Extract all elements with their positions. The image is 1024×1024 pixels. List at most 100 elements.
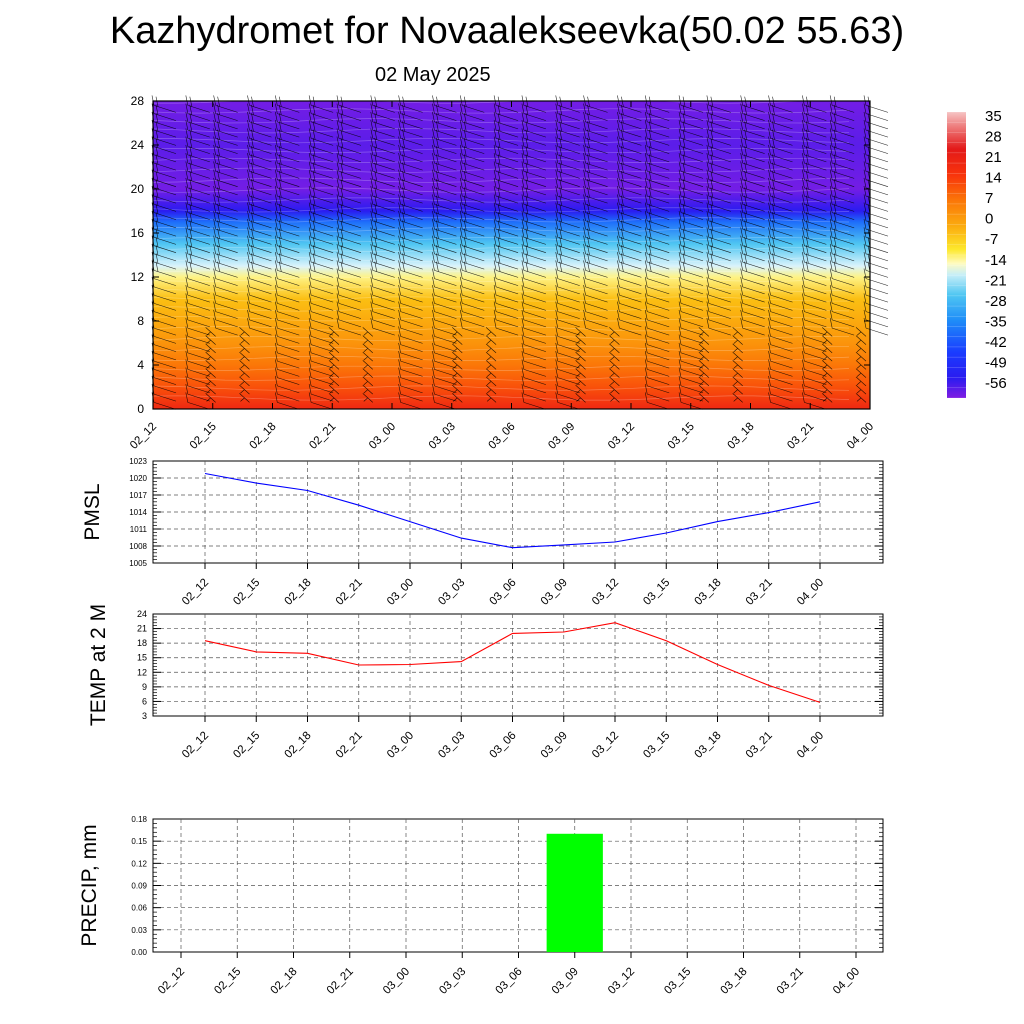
- wind-barb: [555, 111, 580, 130]
- wind-barb: [644, 359, 670, 377]
- wind-barb: [521, 177, 547, 196]
- wind-barb: [247, 186, 272, 204]
- y-tick-label: 4: [137, 358, 144, 372]
- wind-barb: [740, 177, 765, 196]
- y-tick-label: 24: [137, 609, 147, 619]
- wind-barb: [336, 202, 362, 220]
- wind-barb: [336, 169, 362, 187]
- wind-barb: [617, 318, 642, 336]
- wind-barb: [521, 384, 547, 402]
- x-tick-label: 03_09: [546, 421, 577, 452]
- wind-barb: [275, 309, 300, 328]
- wind-barb: [609, 343, 620, 354]
- wind-barb: [617, 309, 642, 328]
- wind-barb: [239, 351, 250, 362]
- wind-barb: [432, 260, 457, 278]
- wind-barb: [678, 367, 704, 385]
- wind-barb: [336, 301, 362, 319]
- wind-barb: [521, 243, 547, 262]
- wind-barb: [247, 103, 272, 121]
- wind-barb: [555, 260, 580, 278]
- series-line: [204, 472, 821, 549]
- wind-barb: [336, 227, 362, 245]
- wind-barb: [583, 301, 608, 319]
- x-tick-label: 03_15: [641, 730, 672, 761]
- wind-barb: [205, 351, 216, 362]
- y-tick-label: 0.15: [131, 837, 147, 846]
- wind-barb: [855, 335, 867, 345]
- wind-barb: [583, 276, 608, 295]
- wind-barb: [609, 393, 620, 403]
- wind-barb: [521, 210, 547, 229]
- wind-barb: [370, 252, 395, 270]
- wind-barb: [185, 268, 210, 286]
- wind-barb: [185, 392, 210, 410]
- wind-barb: [521, 392, 547, 410]
- wind-barb: [521, 276, 547, 295]
- colorbar-label: 7: [985, 190, 993, 207]
- wind-barb: [493, 318, 519, 336]
- wind-barb: [485, 327, 497, 337]
- wind-barb: [432, 103, 457, 121]
- wind-barb: [644, 367, 670, 385]
- wind-barb: [678, 144, 704, 163]
- precip-bar: [546, 833, 603, 952]
- y-tick-label: 0.03: [131, 926, 147, 935]
- wind-barb: [275, 318, 300, 336]
- wind-barb: [247, 252, 272, 270]
- x-tick-label: 04_00: [831, 966, 862, 997]
- wind-barb: [829, 268, 855, 286]
- wind-barb: [555, 285, 580, 303]
- wind-barb: [802, 309, 827, 328]
- wind-barb: [398, 235, 423, 253]
- wind-barb: [308, 111, 334, 130]
- wind-barb: [336, 194, 362, 212]
- wind-barb: [678, 136, 704, 154]
- wind-barb: [698, 384, 710, 395]
- heatmap-panel: 0 4 8 12 16 20 24 28 02_12 02_15 02_18 02_21 03_00 03…: [128, 94, 889, 452]
- wind-barb: [555, 144, 580, 163]
- wind-barb: [802, 342, 827, 361]
- wind-barb: [308, 194, 334, 212]
- wind-barb: [802, 334, 827, 352]
- wind-barb: [706, 276, 731, 295]
- chart-subtitle: 02 May 2025: [375, 64, 491, 86]
- wind-barb: [732, 384, 743, 395]
- wind-barb: [802, 260, 827, 278]
- wind-barb: [247, 268, 272, 286]
- wind-barb: [247, 169, 272, 187]
- wind-barb: [644, 342, 670, 361]
- wind-barb: [336, 111, 362, 130]
- x-tick-label: 03_21: [775, 966, 806, 997]
- wind-barb: [829, 111, 855, 130]
- wind-barb: [336, 177, 362, 196]
- x-tick-label: 03_06: [488, 577, 519, 608]
- wind-barb: [583, 144, 608, 163]
- wind-barb: [617, 169, 642, 187]
- wind-barb: [521, 293, 547, 311]
- wind-barb: [370, 309, 395, 328]
- wind-barb: [370, 210, 395, 229]
- wind-barb: [829, 144, 855, 163]
- wind-barb: [740, 153, 765, 171]
- wind-barb: [432, 318, 457, 336]
- wind-barb: [239, 384, 250, 395]
- wind-barb: [308, 252, 334, 270]
- wind-barb: [459, 144, 485, 163]
- wind-barb: [275, 210, 300, 229]
- wind-barb: [740, 161, 765, 179]
- wind-barb: [617, 252, 642, 270]
- wind-barb: [521, 351, 547, 369]
- wind-barb: [821, 351, 833, 362]
- wind-barb: [644, 219, 670, 237]
- wind-barb: [247, 243, 272, 262]
- wind-barb: [678, 276, 704, 295]
- wind-barb: [205, 393, 216, 403]
- wind-barb: [398, 293, 423, 311]
- wind-barb: [521, 235, 547, 253]
- wind-barb: [617, 276, 642, 295]
- wind-barb: [740, 136, 765, 154]
- wind-barb: [370, 227, 395, 245]
- wind-barb: [678, 268, 704, 286]
- wind-barb: [275, 202, 300, 220]
